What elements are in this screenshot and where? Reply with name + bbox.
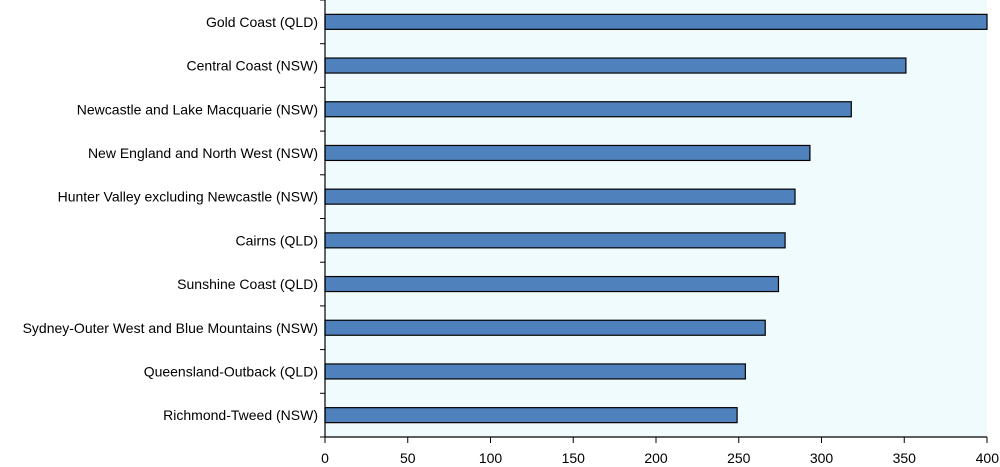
axes-group — [320, 0, 988, 443]
x-tick-label: 50 — [400, 450, 416, 466]
category-label: Central Coast (NSW) — [187, 58, 318, 74]
bar — [324, 275, 780, 293]
category-labels: Gold Coast (QLD) Central Coast (NSW) Newca… — [23, 14, 318, 423]
bar — [324, 57, 907, 74]
category-label: Cairns (QLD) — [236, 232, 318, 248]
bar — [324, 363, 746, 380]
x-tick-label: 300 — [810, 450, 834, 466]
bar — [324, 188, 796, 205]
category-label: Sunshine Coast (QLD) — [177, 276, 318, 292]
x-tick-label: 150 — [562, 450, 586, 466]
x-tick-label: 0 — [321, 450, 329, 466]
bar — [324, 407, 738, 424]
category-label: Newcastle and Lake Macquarie (NSW) — [77, 101, 318, 117]
bar — [324, 319, 766, 336]
category-label: Gold Coast (QLD) — [206, 14, 318, 30]
category-label: Sydney-Outer West and Blue Mountains (NS… — [23, 320, 318, 336]
category-label: Hunter Valley excluding Newcastle (NSW) — [58, 189, 318, 205]
x-tick-label: 350 — [893, 450, 917, 466]
bar — [324, 144, 811, 162]
x-tick-label: 400 — [976, 450, 1000, 466]
category-label: Queensland-Outback (QLD) — [144, 363, 318, 379]
category-label: New England and North West (NSW) — [88, 145, 318, 161]
x-tick-label: 250 — [727, 450, 751, 466]
bar — [324, 101, 852, 118]
x-tick-label: 200 — [644, 450, 668, 466]
category-label: Richmond-Tweed (NSW) — [163, 407, 318, 423]
bar — [324, 13, 988, 30]
bar — [324, 232, 786, 249]
tick-labels: 0 50 100 150 200 250 300 350 400 — [321, 450, 999, 466]
x-tick-label: 100 — [479, 450, 503, 466]
